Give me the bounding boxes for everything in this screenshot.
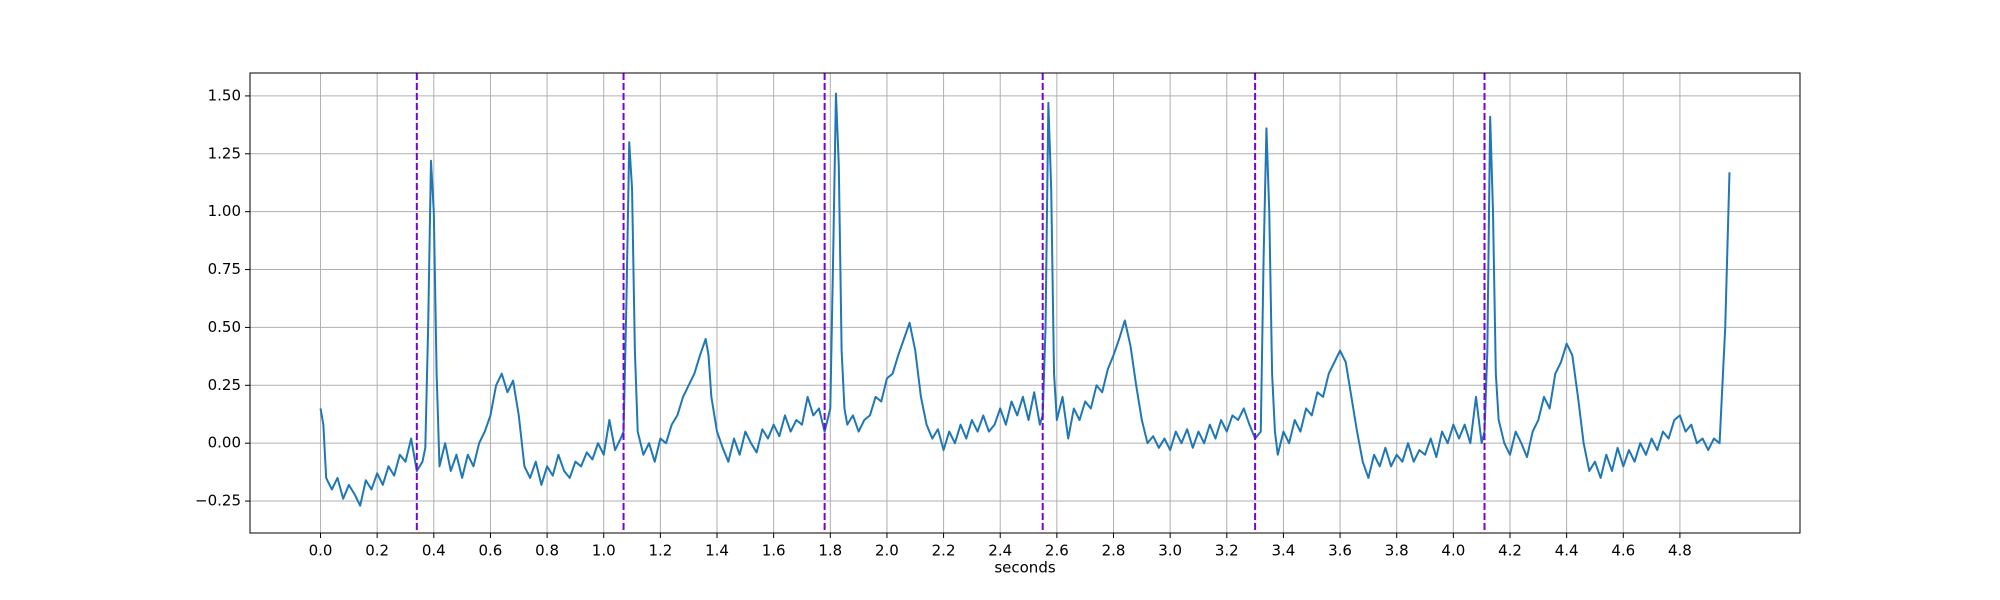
x-tick-label: 1.8 (818, 542, 842, 560)
x-axis-label: seconds (994, 559, 1055, 577)
y-tick-label: 1.25 (208, 144, 241, 162)
x-tick-label: 2.2 (932, 542, 956, 560)
x-tick-label: 4.8 (1668, 542, 1692, 560)
x-tick-label: 3.6 (1328, 542, 1352, 560)
x-tick-label: 3.2 (1215, 542, 1239, 560)
x-tick-label: 1.6 (762, 542, 786, 560)
x-tick-label: 2.8 (1102, 542, 1126, 560)
x-tick-label: 1.2 (648, 542, 672, 560)
x-tick-label: 4.6 (1611, 542, 1635, 560)
y-tick-label: 1.50 (208, 86, 241, 104)
y-tick-label: 0.50 (208, 318, 241, 336)
x-tick-label: 1.4 (705, 542, 729, 560)
x-tick-label: 2.4 (988, 542, 1012, 560)
plot-frame (249, 72, 1801, 534)
x-tick-label: 0.4 (422, 542, 446, 560)
signal-line (319, 92, 1731, 507)
y-tick-label: −0.25 (195, 492, 241, 510)
x-tick-label: 0.0 (309, 542, 333, 560)
y-tick-label: 0.75 (208, 260, 241, 278)
x-tick-label: 0.2 (365, 542, 389, 560)
x-tick-label: 4.2 (1498, 542, 1522, 560)
x-tick-label: 1.0 (592, 542, 616, 560)
x-tick-label: 3.4 (1271, 542, 1295, 560)
y-tick-label: 0.00 (208, 434, 241, 452)
x-tick-label: 0.6 (479, 542, 503, 560)
x-tick-label: 3.0 (1158, 542, 1182, 560)
x-tick-label: 3.8 (1385, 542, 1409, 560)
x-tick-label: 4.4 (1555, 542, 1579, 560)
y-tick-label: 0.25 (208, 376, 241, 394)
x-tick-label: 2.6 (1045, 542, 1069, 560)
x-tick-label: 0.8 (535, 542, 559, 560)
x-tick-label: 4.0 (1441, 542, 1465, 560)
y-tick-label: 1.00 (208, 202, 241, 220)
x-tick-label: 2.0 (875, 542, 899, 560)
